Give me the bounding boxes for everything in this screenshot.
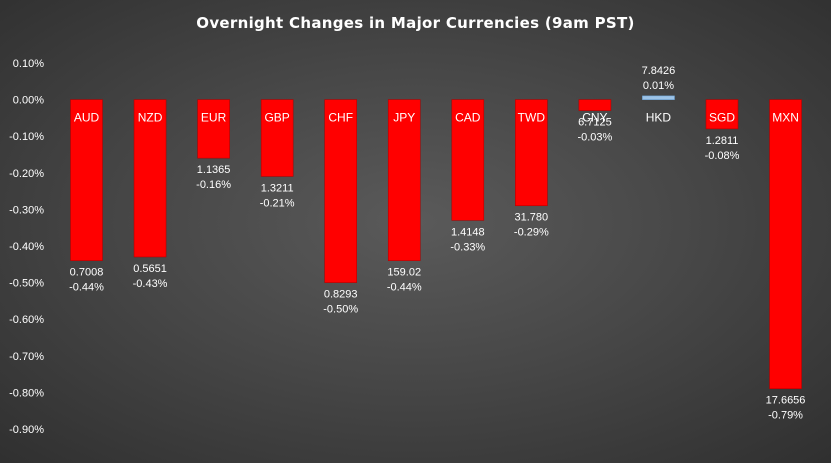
data-label-rate: 7.8426 xyxy=(642,65,676,77)
data-label-percent: -0.43% xyxy=(133,278,168,290)
y-tick-label: 0.10% xyxy=(13,58,44,70)
data-label-percent: -0.21% xyxy=(260,197,295,209)
data-label-rate: 1.1365 xyxy=(197,164,231,176)
data-label-percent: -0.03% xyxy=(577,132,612,144)
category-label: MXN xyxy=(772,111,799,125)
data-label-percent: -0.33% xyxy=(450,241,485,253)
data-label-rate: 159.02 xyxy=(387,267,421,279)
category-label: EUR xyxy=(201,111,227,125)
data-label-rate: 1.4148 xyxy=(451,226,485,238)
y-tick-label: -0.90% xyxy=(9,424,44,436)
bar-hkd xyxy=(642,95,675,100)
bar-nzd xyxy=(133,99,167,258)
category-label: AUD xyxy=(74,111,100,125)
y-tick-label: 0.00% xyxy=(13,95,44,107)
category-label: CHF xyxy=(328,111,353,125)
bar-twd xyxy=(515,99,548,207)
y-tick-label: -0.30% xyxy=(9,204,44,216)
y-tick-label: -0.80% xyxy=(9,387,44,399)
data-label-rate: 6.7125 xyxy=(578,117,612,129)
category-label: GBP xyxy=(264,111,289,125)
data-label-percent: 0.01% xyxy=(643,80,674,92)
bar-chf xyxy=(324,99,358,283)
y-tick-label: -0.20% xyxy=(9,168,44,180)
data-label-rate: 1.3211 xyxy=(261,182,294,194)
category-label: HKD xyxy=(646,111,672,125)
y-tick-label: -0.70% xyxy=(9,351,44,363)
data-label-rate: 0.5651 xyxy=(133,263,167,275)
bar-gbp xyxy=(260,99,294,177)
y-tick-label: -0.50% xyxy=(9,278,44,290)
category-label: TWD xyxy=(518,111,546,125)
bar-cny xyxy=(578,99,612,111)
bar-eur xyxy=(197,99,230,159)
chart-title: Overnight Changes in Major Currencies (9… xyxy=(196,14,635,32)
data-label-rate: 0.7008 xyxy=(70,267,104,279)
data-label-percent: -0.50% xyxy=(323,304,358,316)
bar-mxn xyxy=(769,99,802,390)
data-label-percent: -0.44% xyxy=(69,282,104,294)
category-label: SGD xyxy=(709,111,735,125)
category-label: CNY xyxy=(582,111,607,125)
category-label: CAD xyxy=(455,111,481,125)
y-tick-label: -0.10% xyxy=(9,131,44,143)
bar-cad xyxy=(451,99,485,221)
data-label-percent: -0.79% xyxy=(768,410,803,422)
bar-jpy xyxy=(387,99,421,261)
category-label: JPY xyxy=(393,111,415,125)
data-label-rate: 31.780 xyxy=(515,212,549,224)
data-label-percent: -0.29% xyxy=(514,227,549,239)
data-label-percent: -0.44% xyxy=(387,282,422,294)
data-label-percent: -0.16% xyxy=(196,179,231,191)
y-tick-label: -0.60% xyxy=(9,314,44,326)
bar-sgd xyxy=(705,99,739,130)
category-label: NZD xyxy=(138,111,163,125)
bar-aud xyxy=(70,99,103,261)
data-label-rate: 17.6656 xyxy=(766,395,806,407)
data-label-rate: 0.8293 xyxy=(324,289,358,301)
y-tick-label: -0.40% xyxy=(9,241,44,253)
data-label-percent: -0.08% xyxy=(705,150,740,162)
data-label-rate: 1.2811 xyxy=(706,135,739,147)
